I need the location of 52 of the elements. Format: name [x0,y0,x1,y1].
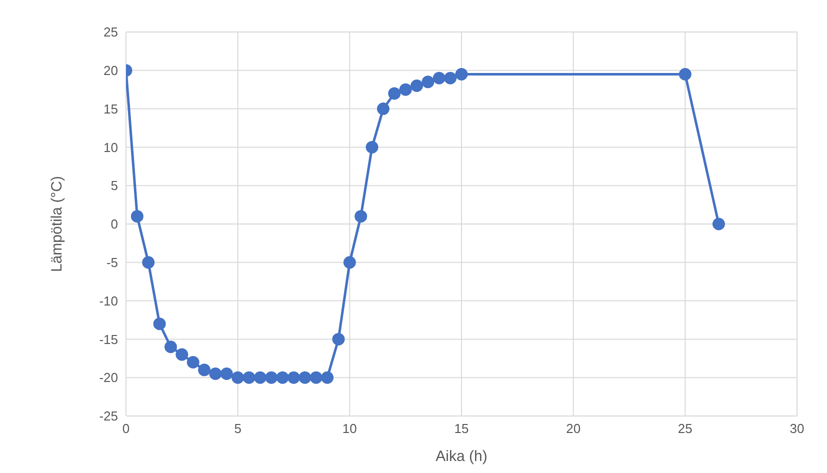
point [399,83,412,96]
y-tick-label: -20 [99,370,118,386]
y-tick-label: 20 [104,63,118,78]
point [343,256,356,269]
y-axis-title: Lämpötila (°C) [48,176,66,272]
y-tick-label: -15 [99,332,118,347]
x-tick-label: 5 [234,421,242,436]
point [388,87,401,100]
y-tick-label: -25 [99,408,118,424]
point [444,72,457,84]
point [142,256,155,269]
point [298,371,312,384]
y-tick-label: -10 [99,293,118,308]
point [186,356,200,368]
point [153,318,166,330]
point [321,371,334,384]
point [712,218,725,230]
point [232,371,244,384]
x-tick-label: 15 [454,421,469,436]
point [410,80,424,92]
y-tick-label: -5 [106,255,118,270]
point [220,368,233,380]
point [176,348,188,361]
point [254,371,266,384]
point [354,210,368,223]
y-tick-label: 15 [104,101,118,116]
x-tick-label: 10 [342,421,357,436]
point [310,371,322,384]
x-tick-label: 30 [790,421,804,436]
x-tick-label: 20 [566,421,581,436]
point [265,371,278,384]
x-axis-title: Aika (h) [436,448,488,465]
y-tick-label: 0 [110,216,118,232]
point [432,72,446,84]
x-tick-label: 25 [678,421,692,436]
point [288,371,300,384]
point [376,102,390,116]
y-tick-label: 5 [110,178,118,194]
point [366,140,378,154]
point [130,210,144,223]
point [678,68,692,80]
y-tick-label: 10 [104,140,118,155]
x-tick-label: 0 [122,421,130,436]
point [332,332,345,346]
y-tick-label: 25 [104,24,118,40]
point [276,371,289,384]
point [455,68,468,80]
point [422,76,434,88]
point [164,340,177,354]
point [198,364,211,376]
point [209,368,222,380]
point [242,371,256,384]
